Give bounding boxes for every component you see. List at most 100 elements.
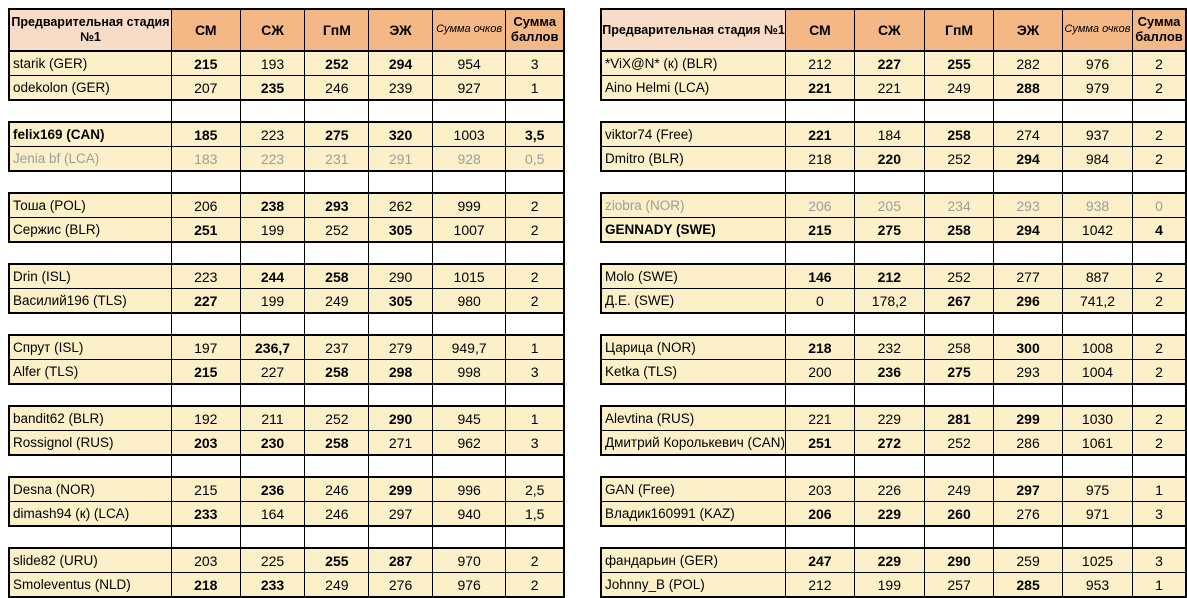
score-cell: 215 xyxy=(785,217,855,243)
score-cell: 249 xyxy=(923,75,995,101)
separator-cell xyxy=(993,525,1063,549)
separator-row xyxy=(9,99,565,123)
separator-cell xyxy=(923,241,995,265)
separator-cell xyxy=(170,525,241,549)
separator-cell xyxy=(368,454,433,478)
score-cell: 1003 xyxy=(431,121,507,147)
separator-cell xyxy=(923,170,995,194)
col-header-sum-points: Сумма очков xyxy=(1061,8,1134,52)
separator-cell xyxy=(239,99,306,123)
separator-row xyxy=(9,454,565,478)
score-cell: 293 xyxy=(993,192,1063,218)
score-cell: 231 xyxy=(304,146,370,172)
separator-cell xyxy=(170,454,241,478)
separator-cell xyxy=(170,241,241,265)
separator-cell xyxy=(170,99,241,123)
score-cell: 4 xyxy=(1132,217,1187,243)
score-cell: 949,7 xyxy=(431,334,507,360)
separator-cell xyxy=(304,525,370,549)
score-cell: 221 xyxy=(853,75,925,101)
separator-cell xyxy=(853,241,925,265)
separator-cell xyxy=(304,170,370,194)
separator-cell xyxy=(239,525,306,549)
col-header-ezh: ЭЖ xyxy=(993,8,1063,52)
player-name-cell: Desna (NOR) xyxy=(7,476,172,502)
col-header-sm: СМ xyxy=(170,8,241,52)
score-cell: 211 xyxy=(239,405,306,431)
score-cell: 199 xyxy=(239,217,306,243)
player-row: Д.Е. (SWE) 0 178,2 267 296 741,2 2 xyxy=(599,288,1187,314)
score-cell: 252 xyxy=(923,146,995,172)
separator-cell xyxy=(239,170,306,194)
separator-cell xyxy=(304,383,370,407)
separator-cell xyxy=(1061,170,1134,194)
player-row: Alfer (TLS) 215 227 258 298 998 3 xyxy=(7,359,565,385)
separator-cell xyxy=(239,454,306,478)
score-cell: 1 xyxy=(505,334,565,360)
player-name-cell: Jenia bf (LCA) xyxy=(7,146,172,172)
score-cell: 294 xyxy=(993,146,1063,172)
score-cell: 252 xyxy=(304,50,370,76)
score-cell: 2 xyxy=(1132,430,1187,456)
player-row: slide82 (URU) 203 225 255 287 970 2 xyxy=(7,547,565,573)
separator-cell xyxy=(993,170,1063,194)
score-cell: 2 xyxy=(1132,334,1187,360)
score-cell: 928 xyxy=(431,146,507,172)
score-cell: 249 xyxy=(304,572,370,598)
score-cell: 205 xyxy=(853,192,925,218)
separator-cell xyxy=(1132,312,1187,336)
score-cell: 226 xyxy=(853,476,925,502)
score-cell: 288 xyxy=(993,75,1063,101)
player-name-cell: фандарьин (GER) xyxy=(599,547,787,573)
score-cell: 192 xyxy=(170,405,241,431)
col-header-szh: СЖ xyxy=(853,8,925,52)
score-cell: 193 xyxy=(239,50,306,76)
score-cell: 287 xyxy=(368,547,433,573)
score-cell: 223 xyxy=(170,263,241,289)
player-row: Василий196 (TLS) 227 199 249 305 980 2 xyxy=(7,288,565,314)
score-cell: 251 xyxy=(785,430,855,456)
separator-cell xyxy=(785,454,855,478)
player-row: Ketka (TLS) 200 236 275 293 1004 2 xyxy=(599,359,1187,385)
separator-cell xyxy=(368,241,433,265)
score-cell: 290 xyxy=(923,547,995,573)
score-cell: 938 xyxy=(1061,192,1134,218)
score-cell: 199 xyxy=(853,572,925,598)
score-cell: 229 xyxy=(853,547,925,573)
separator-cell xyxy=(431,99,507,123)
separator-cell xyxy=(993,241,1063,265)
score-cell: 221 xyxy=(785,405,855,431)
score-cell: 3 xyxy=(1132,547,1187,573)
player-row: odekolon (GER) 207 235 246 239 927 1 xyxy=(7,75,565,101)
separator-cell xyxy=(1061,99,1134,123)
score-cell: 206 xyxy=(785,501,855,527)
player-row: Smoleventus (NLD) 218 233 249 276 976 2 xyxy=(7,572,565,598)
score-cell: 230 xyxy=(239,430,306,456)
separator-cell xyxy=(1061,241,1134,265)
score-cell: 255 xyxy=(923,50,995,76)
score-cell: 257 xyxy=(923,572,995,598)
player-row: фандарьин (GER) 247 229 290 259 1025 3 xyxy=(599,547,1187,573)
score-cell: 227 xyxy=(853,50,925,76)
separator-name-cell xyxy=(9,525,172,549)
score-cell: 976 xyxy=(431,572,507,598)
separator-cell xyxy=(923,383,995,407)
player-row: Drin (ISL) 223 244 258 290 1015 2 xyxy=(7,263,565,289)
score-cell: 305 xyxy=(368,217,433,243)
score-cell: 294 xyxy=(993,217,1063,243)
score-cell: 1 xyxy=(1132,572,1187,598)
separator-cell xyxy=(368,170,433,194)
score-cell: 1042 xyxy=(1061,217,1134,243)
score-cell: 277 xyxy=(993,263,1063,289)
player-name-cell: Царица (NOR) xyxy=(599,334,787,360)
score-cell: 274 xyxy=(993,121,1063,147)
separator-cell xyxy=(505,312,565,336)
score-cell: 1008 xyxy=(1061,334,1134,360)
separator-row xyxy=(600,525,1187,549)
score-cell: 225 xyxy=(239,547,306,573)
separator-cell xyxy=(993,383,1063,407)
score-cell: 233 xyxy=(239,572,306,598)
score-cell: 980 xyxy=(431,288,507,314)
separator-cell xyxy=(853,170,925,194)
